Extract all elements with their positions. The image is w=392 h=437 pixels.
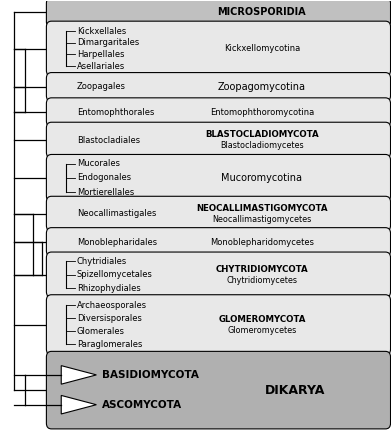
Text: Dimargaritales: Dimargaritales (77, 38, 139, 47)
Text: CHYTRIDIOMYCOTA: CHYTRIDIOMYCOTA (216, 264, 308, 274)
Text: NEOCALLIMASTIGOMYCOTA: NEOCALLIMASTIGOMYCOTA (196, 204, 328, 212)
Text: Harpellales: Harpellales (77, 50, 124, 59)
FancyBboxPatch shape (46, 21, 390, 76)
Text: Neocallimastigales: Neocallimastigales (77, 209, 156, 218)
Text: Spizellomycetales: Spizellomycetales (77, 270, 153, 279)
Text: Glomerales: Glomerales (77, 327, 125, 336)
FancyBboxPatch shape (46, 196, 390, 231)
Text: Endogonales: Endogonales (77, 173, 131, 183)
Text: Asellariales: Asellariales (77, 62, 125, 70)
Text: Entomophthoromycotina: Entomophthoromycotina (210, 108, 314, 117)
Text: Chytridiales: Chytridiales (77, 257, 127, 266)
FancyBboxPatch shape (46, 351, 390, 429)
Text: Entomophthorales: Entomophthorales (77, 108, 154, 117)
Text: Neocallimastigomycetes: Neocallimastigomycetes (212, 215, 312, 224)
Polygon shape (61, 395, 96, 414)
Text: Zoopagomycotina: Zoopagomycotina (218, 82, 306, 92)
Text: BASIDIOMYCOTA: BASIDIOMYCOTA (102, 370, 199, 380)
Text: Diversisporales: Diversisporales (77, 314, 142, 323)
Text: Blastocladiales: Blastocladiales (77, 135, 140, 145)
Text: Glomeromycetes: Glomeromycetes (227, 326, 296, 335)
FancyBboxPatch shape (46, 228, 390, 257)
FancyBboxPatch shape (46, 0, 390, 27)
Text: DIKARYA: DIKARYA (265, 384, 325, 397)
Text: BLASTOCLADIOMYCOTA: BLASTOCLADIOMYCOTA (205, 130, 319, 139)
Text: Monoblepharidomycetes: Monoblepharidomycetes (210, 238, 314, 246)
Text: GLOMEROMYCOTA: GLOMEROMYCOTA (218, 315, 306, 324)
Text: Rhizophydiales: Rhizophydiales (77, 284, 141, 293)
Text: Blastocladiomycetes: Blastocladiomycetes (220, 141, 304, 150)
Text: Paraglomerales: Paraglomerales (77, 340, 142, 349)
FancyBboxPatch shape (46, 154, 390, 201)
Polygon shape (61, 366, 96, 384)
FancyBboxPatch shape (46, 98, 390, 127)
Text: MICROSPORIDIA: MICROSPORIDIA (218, 7, 306, 17)
Text: Mortierellales: Mortierellales (77, 188, 134, 197)
Text: Mucorales: Mucorales (77, 159, 120, 168)
Text: Kickxellales: Kickxellales (77, 27, 126, 36)
FancyBboxPatch shape (46, 73, 390, 101)
FancyBboxPatch shape (46, 295, 390, 355)
FancyBboxPatch shape (46, 122, 390, 158)
Text: Kickxellomycotina: Kickxellomycotina (224, 44, 300, 53)
Text: Mucoromycotina: Mucoromycotina (221, 173, 302, 183)
Text: Zoopagales: Zoopagales (77, 83, 126, 91)
Text: Archaeosporales: Archaeosporales (77, 301, 147, 310)
Text: Monoblepharidales: Monoblepharidales (77, 238, 157, 246)
FancyBboxPatch shape (46, 252, 390, 297)
Text: Chytridiomycetes: Chytridiomycetes (226, 276, 298, 285)
Text: ASCOMYCOTA: ASCOMYCOTA (102, 400, 182, 410)
